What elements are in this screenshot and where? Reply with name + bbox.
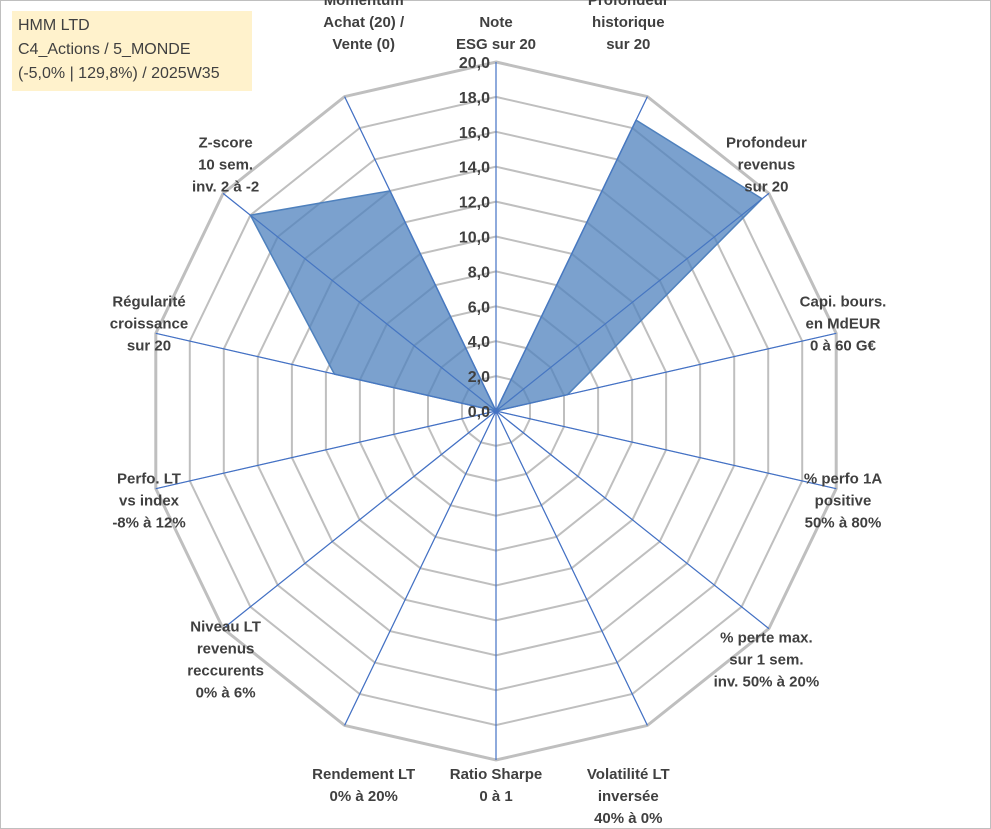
axis-label: Momentum Achat (20) / Vente (0) xyxy=(323,0,405,53)
axis-label-line: vs index xyxy=(119,492,180,509)
axis-label: Volatilité LT inversée 40% à 0% xyxy=(587,766,670,827)
info-company: HMM LTD xyxy=(18,17,90,34)
axis-label-line: Volatilité LT xyxy=(587,766,670,783)
axis-label: Régularité croissance sur 20 xyxy=(110,294,188,355)
tick-label: 6,0 xyxy=(468,299,490,316)
tick-label: 16,0 xyxy=(459,125,490,142)
axis-label-line: ESG sur 20 xyxy=(456,36,536,53)
axis-label-line: Capi. bours. xyxy=(800,294,887,311)
axis-label-line: % perfo 1A xyxy=(804,470,883,487)
axis-label-line: historique xyxy=(592,14,665,31)
axis-label-line: sur 20 xyxy=(127,338,171,355)
axis-label-line: 10 sem. xyxy=(198,157,253,174)
axis-spoke-overlay xyxy=(344,410,497,726)
axis-label: % perfo 1A positive 50% à 80% xyxy=(804,470,883,531)
axis-label-line: croissance xyxy=(110,316,188,333)
radar-axis-labels: Note ESG sur 20 Profondeur historique sur 20… xyxy=(110,0,887,827)
axis-label-line: 40% à 0% xyxy=(594,810,662,827)
axis-label-line: Vente (0) xyxy=(332,36,395,53)
tick-label: 12,0 xyxy=(459,195,490,212)
tick-label: 14,0 xyxy=(459,160,490,177)
axis-label: Profondeur historique sur 20 xyxy=(588,0,669,53)
axis-label-line: revenus xyxy=(197,641,255,658)
tick-label: 8,0 xyxy=(468,264,490,281)
axis-spoke-overlay xyxy=(495,410,648,726)
axis-label-line: en MdEUR xyxy=(806,316,881,333)
axis-spoke-overlay xyxy=(222,193,497,412)
axis-label-line: inv. 2 à -2 xyxy=(192,179,259,196)
axis-spoke-overlay xyxy=(495,332,837,412)
axis-label-line: Z-score xyxy=(199,135,253,152)
axis-label: % perte max. sur 1 sem. inv. 50% à 20% xyxy=(714,630,820,691)
axis-label: Note ESG sur 20 xyxy=(456,14,536,53)
tick-label: 10,0 xyxy=(459,230,490,247)
tick-label: 18,0 xyxy=(459,90,490,107)
axis-label-line: Note xyxy=(479,14,512,31)
axis-spoke-overlay xyxy=(344,96,497,412)
axis-label-line: sur 1 sem. xyxy=(729,652,803,669)
axis-label: Profondeur revenus sur 20 xyxy=(726,135,807,196)
axis-label-line: Achat (20) / xyxy=(323,14,405,31)
axis-label-line: % perte max. xyxy=(720,630,813,647)
tick-label: 4,0 xyxy=(468,334,490,351)
info-category: C4_Actions / 5_MONDE xyxy=(18,41,191,58)
axis-label-line: Perfo. LT xyxy=(117,470,181,487)
axis-label-line: reccurents xyxy=(187,663,264,680)
axis-label-line: 0 à 60 G€ xyxy=(810,338,877,355)
axis-label-line: Momentum xyxy=(324,0,404,9)
axis-spoke-overlay xyxy=(222,410,497,629)
axis-label-line: Niveau LT xyxy=(190,619,261,636)
axis-label: Niveau LT revenus reccurents 0% à 6% xyxy=(187,619,264,702)
info-range-period: (-5,0% | 129,8%) / 2025W35 xyxy=(18,65,220,82)
axis-label-line: 0% à 6% xyxy=(196,685,256,702)
axis-label-line: Ratio Sharpe xyxy=(450,766,543,783)
tick-label: 0,0 xyxy=(468,404,490,421)
axis-label-line: sur 20 xyxy=(744,179,788,196)
axis-spoke-overlay xyxy=(155,410,497,490)
axis-spoke-overlay xyxy=(495,96,648,412)
axis-label-line: Rendement LT xyxy=(312,766,415,783)
axis-spoke-overlay xyxy=(495,410,837,490)
axis-spoke-overlay xyxy=(155,332,497,412)
axis-label: Perfo. LT vs index -8% à 12% xyxy=(112,470,185,531)
info-box: HMM LTD C4_Actions / 5_MONDE (-5,0% | 12… xyxy=(12,11,252,91)
axis-label-line: inv. 50% à 20% xyxy=(714,674,820,691)
axis-label: Rendement LT 0% à 20% xyxy=(312,766,415,805)
axis-label-line: 0 à 1 xyxy=(479,788,512,805)
axis-label-line: Régularité xyxy=(112,294,185,311)
axis-label-line: 50% à 80% xyxy=(805,514,882,531)
tick-label: 20,0 xyxy=(459,55,490,72)
axis-label-line: inversée xyxy=(598,788,659,805)
axis-label: Capi. bours. en MdEUR 0 à 60 G€ xyxy=(800,294,887,355)
axis-spoke-overlay xyxy=(495,410,770,629)
axis-label: Z-score 10 sem. inv. 2 à -2 xyxy=(192,135,259,196)
axis-label-line: 0% à 20% xyxy=(330,788,398,805)
axis-label-line: sur 20 xyxy=(606,36,650,53)
tick-label: 2,0 xyxy=(468,369,490,386)
axis-spoke-overlay xyxy=(495,193,770,412)
axis-label: Ratio Sharpe 0 à 1 xyxy=(450,766,543,805)
axis-label-line: Profondeur xyxy=(588,0,669,9)
radar-tick-labels: 0,0 2,0 4,0 6,0 8,0 10,0 12,0 14,0 16,0 18,0 20,0 xyxy=(459,55,490,421)
axis-label-line: positive xyxy=(815,492,872,509)
axis-label-line: revenus xyxy=(738,157,796,174)
axis-label-line: Profondeur xyxy=(726,135,807,152)
axis-label-line: -8% à 12% xyxy=(112,514,185,531)
radar-series xyxy=(155,62,837,760)
